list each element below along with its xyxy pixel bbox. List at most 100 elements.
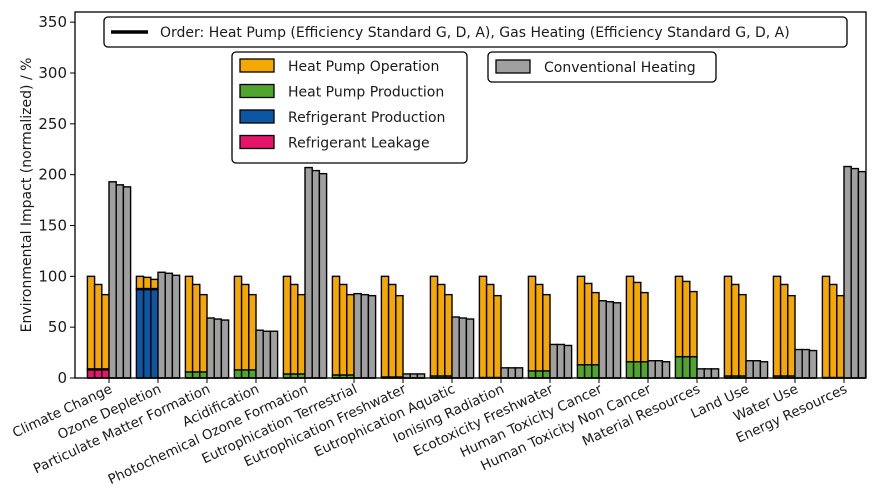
- heat-pump-legend-box: [231, 51, 468, 164]
- bar-heat-pump-operation-G: [184, 275, 194, 373]
- bar-conventional-heating-D: [458, 317, 468, 379]
- bar-conventional-heating-A: [122, 186, 132, 379]
- bar-conventional-heating-A: [710, 368, 720, 379]
- bar-conventional-heating-D: [556, 343, 566, 379]
- bar-group-ecotoxicity-freshwater: [527, 275, 573, 379]
- bar-conventional-heating-D: [213, 318, 223, 379]
- bar-conventional-heating-G: [451, 316, 460, 379]
- bar-heat-pump-operation-A: [101, 293, 110, 370]
- bar-heat-pump-operation-D: [142, 276, 152, 290]
- bar-conventional-heating-A: [269, 330, 279, 379]
- bar-conventional-heating-A: [514, 367, 524, 379]
- bar-group-land-use: [723, 275, 769, 379]
- bar-group-ionising-radiation: [478, 275, 524, 379]
- bar-group-human-toxicity-non-cancer: [625, 275, 671, 379]
- y-tick-label: 100: [38, 267, 67, 285]
- bar-conventional-heating-D: [311, 169, 321, 379]
- plot-frame: [74, 11, 867, 379]
- bar-heat-pump-operation-D: [240, 283, 250, 371]
- legend-swatch-refrigerant-production: [239, 109, 275, 124]
- bar-group-eutrophication-aquatic: [429, 275, 475, 379]
- bar-conventional-heating-A: [171, 274, 181, 379]
- bar-heat-pump-operation-D: [338, 283, 348, 376]
- bar-conventional-heating-G: [255, 329, 264, 379]
- bar-heat-pump-operation-A: [591, 291, 600, 366]
- bar-heat-pump-production-D: [240, 369, 250, 379]
- bar-heat-pump-production-G: [184, 371, 194, 379]
- bar-heat-pump-operation-A: [738, 293, 747, 377]
- y-tick-label: 150: [38, 217, 67, 235]
- bar-heat-pump-operation-A: [297, 293, 306, 375]
- bar-refrigerant-leakage-A: [101, 369, 110, 379]
- bar-conventional-heating-G: [500, 367, 509, 379]
- bar-heat-pump-production-D: [681, 355, 691, 379]
- bar-heat-pump-operation-A: [689, 290, 698, 358]
- legend-label-heat-pump-operation: Heat Pump Operation: [288, 59, 439, 75]
- bar-heat-pump-production-G: [233, 369, 243, 379]
- bar-conventional-heating-A: [857, 170, 867, 379]
- bar-group-material-resources: [674, 275, 720, 379]
- legend-label-heat-pump-production: Heat Pump Production: [288, 85, 444, 101]
- bar-conventional-heating-D: [654, 360, 664, 379]
- y-tick-label: 200: [38, 166, 67, 184]
- gas-legend-box: [487, 51, 717, 83]
- bar-group-eutrophication-freshwater: [380, 275, 426, 379]
- bar-heat-pump-production-D: [191, 371, 201, 379]
- bar-heat-pump-operation-G: [723, 275, 733, 377]
- bar-conventional-heating-G: [794, 348, 803, 379]
- bar-group-particulate-matter-formation: [184, 275, 230, 379]
- bar-conventional-heating-D: [752, 360, 762, 379]
- bar-heat-pump-operation-G: [282, 275, 292, 375]
- bar-refrigerant-leakage-D: [93, 369, 103, 379]
- bar-conventional-heating-D: [703, 368, 713, 379]
- bar-conventional-heating-A: [612, 302, 622, 379]
- y-tick-label: 50: [48, 318, 67, 336]
- bar-heat-pump-production-D: [534, 370, 544, 379]
- bar-refrigerant-leakage-G: [86, 369, 96, 379]
- bar-conventional-heating-A: [808, 349, 818, 379]
- bar-heat-pump-operation-D: [485, 283, 495, 379]
- bar-group-acidification: [233, 275, 279, 379]
- bar-refrigerant-production-A: [150, 288, 159, 379]
- bar-conventional-heating-D: [115, 184, 125, 379]
- bar-heat-pump-operation-G: [527, 275, 537, 372]
- bar-conventional-heating-G: [647, 360, 656, 379]
- bar-heat-pump-operation-G: [233, 275, 243, 371]
- bar-heat-pump-operation-G: [135, 275, 145, 290]
- bar-heat-pump-operation-A: [199, 293, 208, 373]
- bar-heat-pump-operation-G: [429, 275, 439, 377]
- bar-heat-pump-operation-G: [772, 275, 782, 377]
- legend-swatch-heat-pump-operation: [239, 58, 275, 73]
- bar-conventional-heating-G: [353, 292, 362, 379]
- bar-heat-pump-operation-A: [346, 293, 355, 376]
- bar-conventional-heating-D: [507, 367, 517, 379]
- bar-heat-pump-operation-A: [836, 294, 845, 379]
- y-axis: 0 50 100 150 200 250 300 350: [38, 13, 75, 387]
- bar-heat-pump-operation-D: [289, 283, 299, 375]
- bar-heat-pump-operation-D: [828, 283, 838, 379]
- bar-conventional-heating-G: [598, 300, 607, 379]
- bar-heat-pump-production-D: [583, 364, 593, 379]
- bar-heat-pump-production-G: [527, 370, 537, 379]
- bar-conventional-heating-A: [318, 172, 328, 379]
- bar-heat-pump-production-A: [640, 361, 649, 379]
- bar-heat-pump-operation-D: [436, 283, 446, 377]
- bar-group-human-toxicity-cancer: [576, 275, 622, 379]
- bar-conventional-heating-G: [696, 368, 705, 379]
- bar-conventional-heating-G: [206, 317, 215, 379]
- bar-conventional-heating-A: [759, 361, 769, 379]
- bar-conventional-heating-G: [745, 360, 754, 379]
- order-legend-text: Order: Heat Pump (Efficiency Standard G,…: [160, 25, 790, 41]
- legend-label-conventional-heating: Conventional Heating: [544, 60, 696, 76]
- bar-heat-pump-production-G: [674, 355, 684, 379]
- bar-heat-pump-operation-G: [380, 275, 390, 378]
- gas-legend: Conventional Heating: [487, 51, 717, 83]
- bar-heat-pump-operation-D: [191, 283, 201, 373]
- bar-heat-pump-operation-D: [93, 283, 103, 370]
- bar-heat-pump-operation-G: [86, 275, 96, 370]
- bar-heat-pump-operation-G: [625, 275, 635, 363]
- bar-conventional-heating-G: [843, 165, 852, 379]
- bar-heat-pump-production-G: [576, 364, 586, 379]
- bar-heat-pump-operation-D: [632, 281, 642, 363]
